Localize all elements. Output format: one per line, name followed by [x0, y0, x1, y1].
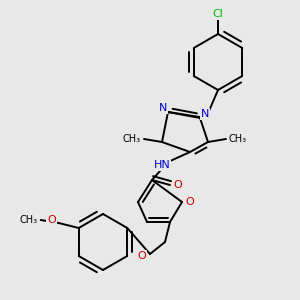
Text: N: N: [159, 103, 167, 113]
Text: O: O: [138, 251, 146, 261]
Text: CH₃: CH₃: [123, 134, 141, 144]
Text: N: N: [201, 109, 209, 119]
Text: O: O: [174, 180, 182, 190]
Text: Cl: Cl: [213, 9, 224, 19]
Text: O: O: [186, 197, 194, 207]
Text: HN: HN: [154, 160, 170, 170]
Text: CH₃: CH₃: [20, 215, 38, 225]
Text: CH₃: CH₃: [229, 134, 247, 144]
Text: O: O: [47, 215, 56, 225]
